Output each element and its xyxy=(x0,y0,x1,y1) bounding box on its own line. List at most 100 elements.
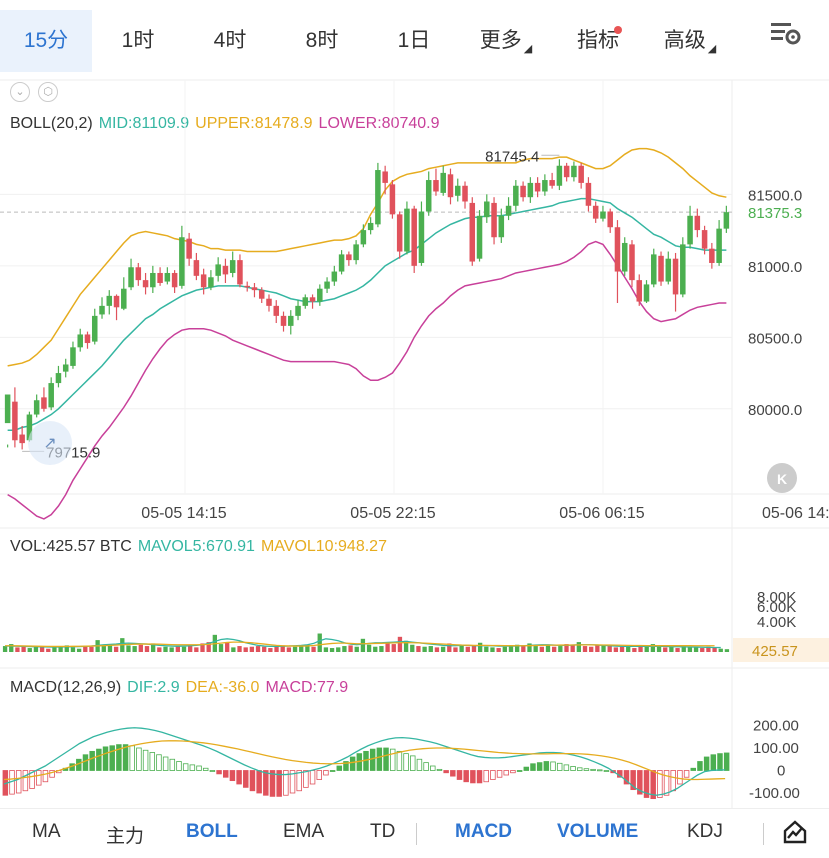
volume-bar xyxy=(712,647,717,652)
y-tick-label: 80500.0 xyxy=(748,330,802,347)
macd-bar xyxy=(329,770,336,772)
volume-bar xyxy=(58,646,63,652)
candle xyxy=(237,260,243,285)
volume-bar xyxy=(255,646,261,652)
macd-bar xyxy=(670,770,676,792)
candle xyxy=(41,397,47,409)
candle xyxy=(324,281,330,289)
vol-y-tick: 8.00K xyxy=(757,589,796,606)
candle xyxy=(600,211,606,219)
macd-bar xyxy=(223,770,229,778)
collapse-icon[interactable]: ⌄ xyxy=(10,82,30,102)
volume-bar xyxy=(231,647,236,652)
macd-bar xyxy=(122,744,129,771)
volume-bar xyxy=(724,649,730,652)
x-tick-label: 05-05 14:15 xyxy=(141,505,227,522)
volume-bar xyxy=(64,645,69,652)
macd-bar xyxy=(29,770,35,789)
volume-bar xyxy=(718,648,723,652)
volume-bar xyxy=(428,646,433,652)
volume-bar xyxy=(533,646,538,652)
indicator-boll[interactable]: BOLL xyxy=(186,821,238,842)
macd-bar xyxy=(109,745,115,771)
macd-bar xyxy=(463,770,469,783)
candle xyxy=(55,373,62,384)
macd-bar xyxy=(189,764,196,771)
volume-bar xyxy=(33,646,39,652)
indicator-settings-icon[interactable]: ⬡ xyxy=(38,82,58,102)
indicator-td[interactable]: TD xyxy=(370,821,396,842)
macd-bar xyxy=(142,749,149,771)
indicator-主力[interactable]: 主力 xyxy=(106,826,145,847)
candle xyxy=(658,255,664,282)
macd-value: MACD:77.9 xyxy=(265,679,349,696)
tab-7[interactable]: 高级 ◢ xyxy=(644,10,736,72)
volume-bar xyxy=(354,646,359,652)
chart-settings-icon[interactable] xyxy=(767,18,803,46)
tab-5[interactable]: 更多 ◢ xyxy=(460,10,552,72)
candle xyxy=(571,165,577,178)
indicator-ma[interactable]: MA xyxy=(32,821,61,842)
macd-bar xyxy=(416,758,423,771)
x-tick-label: 05-06 06:15 xyxy=(559,505,645,522)
candle xyxy=(280,315,287,326)
candle xyxy=(84,334,91,344)
tab-4[interactable]: 1日 xyxy=(368,10,460,72)
macd-bar xyxy=(82,754,89,771)
drawing-tool-icon[interactable] xyxy=(782,819,808,850)
macd-dif: DIF:2.9 xyxy=(127,679,180,696)
tab-2[interactable]: 4时 xyxy=(184,10,276,72)
volume-bar xyxy=(225,642,230,652)
indicator-volume[interactable]: VOLUME xyxy=(557,821,639,842)
candle xyxy=(716,228,722,263)
tab-3[interactable]: 8时 xyxy=(276,10,368,72)
macd-bar xyxy=(430,765,436,771)
candle xyxy=(527,182,534,198)
macd-bar xyxy=(35,770,42,786)
macd-bar xyxy=(470,770,476,784)
candle xyxy=(121,288,127,309)
volume-bar xyxy=(89,646,94,652)
volume-bar xyxy=(687,647,693,652)
y-tick-label: 80000.0 xyxy=(748,402,802,419)
vol-label: VOL:425.57 BTC xyxy=(10,538,132,555)
volume-bar xyxy=(521,645,526,652)
candle xyxy=(258,290,265,299)
dropdown-triangle-icon: ◢ xyxy=(707,43,717,55)
tab-6[interactable]: 指标 xyxy=(552,10,644,72)
candle xyxy=(309,297,316,302)
candle xyxy=(273,305,280,316)
macd-bar xyxy=(697,761,703,771)
tab-1[interactable]: 1时 xyxy=(92,10,184,72)
indicator-macd[interactable]: MACD xyxy=(455,821,512,842)
indicator-ema[interactable]: EMA xyxy=(283,821,325,842)
candle xyxy=(404,208,410,252)
price-chart[interactable]: 80000.0 80500.0 81000.0 81500.0 05-05 14:15 0… xyxy=(0,0,829,808)
volume-bar xyxy=(496,648,501,652)
volume-bar xyxy=(218,644,224,652)
macd-bar xyxy=(663,770,670,796)
candle xyxy=(723,212,730,229)
volume-bar xyxy=(206,642,211,652)
volume-bar xyxy=(447,643,452,652)
volume-bar xyxy=(27,648,32,652)
macd-bar xyxy=(530,763,536,771)
volume-bar xyxy=(21,646,26,652)
expand-icon[interactable] xyxy=(28,421,72,465)
volume-bar xyxy=(663,647,668,652)
volume-bar xyxy=(311,646,316,652)
volume-bar xyxy=(138,644,143,652)
volume-bar xyxy=(576,642,582,652)
mavol10-line xyxy=(5,641,715,648)
tab-0[interactable]: 15分 xyxy=(0,10,92,72)
indicator-kdj[interactable]: KDJ xyxy=(687,821,723,842)
macd-bar xyxy=(383,747,389,771)
candle xyxy=(636,280,643,302)
macd-bar xyxy=(216,770,222,775)
notification-dot-icon xyxy=(614,26,622,34)
candle xyxy=(26,414,33,441)
volume-bar xyxy=(76,648,82,652)
volume-bar xyxy=(249,646,255,652)
macd-header: MACD(12,26,9) DIF:2.9 DEA:-36.0 MACD:77.9 xyxy=(10,679,354,697)
scroll-latest-icon[interactable] xyxy=(767,463,797,493)
